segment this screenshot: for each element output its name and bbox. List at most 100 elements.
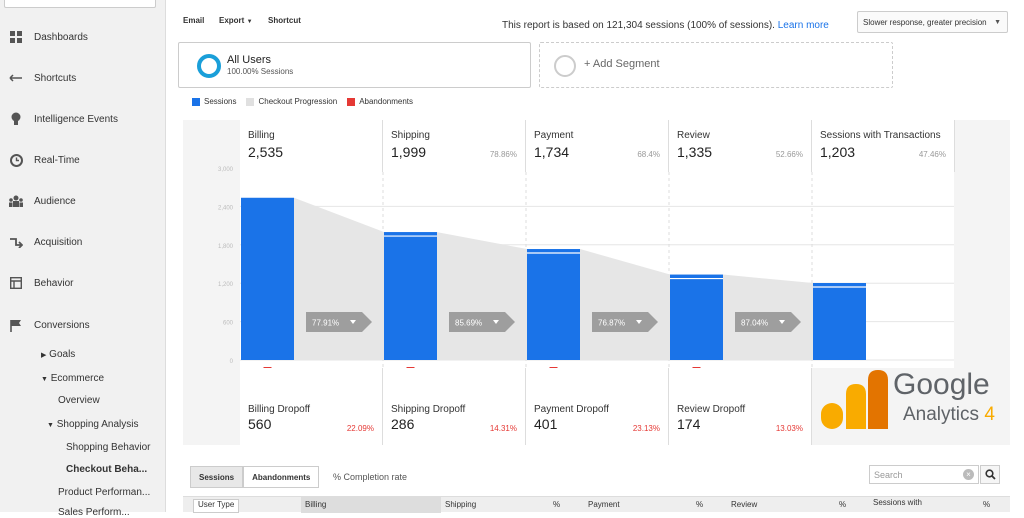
- column-header-billing[interactable]: Billing: [301, 497, 441, 513]
- export-button[interactable]: Export ▼: [219, 16, 253, 25]
- legend-item-abandonments: Abandonments: [347, 97, 413, 106]
- dropoff-percent: 23.13%: [632, 424, 660, 433]
- column-header-percent[interactable]: %: [983, 500, 991, 509]
- column-header-payment[interactable]: Payment: [588, 500, 620, 509]
- sidebar-item-shopping-behavior[interactable]: Shopping Behavior: [66, 442, 151, 453]
- email-button[interactable]: Email: [183, 16, 205, 25]
- legend-swatch: [192, 97, 200, 106]
- chevron-down-icon: ▼: [47, 422, 54, 429]
- sidebar-item-checkout-behavior[interactable]: Checkout Beha...: [66, 464, 148, 475]
- grid-icon: [8, 29, 24, 45]
- precision-value: Slower response, greater precision: [863, 17, 987, 27]
- funnel-stage-header[interactable]: Sessions with Transactions 1,203 47.46%: [812, 120, 955, 172]
- funnel-bar-sessions-with-transactions: [813, 283, 866, 360]
- search-placeholder: Search: [874, 469, 903, 480]
- logo-analytics-word: Analytics: [903, 404, 980, 425]
- segment-subtitle: 100.00% Sessions: [227, 67, 294, 76]
- sidebar-item-label: Behavior: [34, 277, 74, 289]
- progression-arrow: [449, 312, 515, 332]
- dropoff-cell[interactable]: Billing Dropoff 560 22.09%: [240, 368, 383, 445]
- stage-value: 1,335: [677, 144, 713, 160]
- table-header: User Type Billing Shipping % Payment % R…: [183, 496, 1010, 513]
- add-segment-button[interactable]: + Add Segment: [539, 42, 893, 88]
- sidebar-item-label: Goals: [49, 349, 76, 360]
- stage-name: Review: [677, 130, 710, 141]
- caret-down-icon: [636, 320, 642, 324]
- sidebar-item-shortcuts[interactable]: Shortcuts: [0, 67, 166, 89]
- stage-name: Sessions with Transactions: [820, 130, 941, 141]
- logo-google-text: Google: [893, 368, 990, 401]
- tab-sessions[interactable]: Sessions: [190, 466, 244, 488]
- segment-all-users[interactable]: All Users 100.00% Sessions: [178, 42, 531, 88]
- dropoff-name: Payment Dropoff: [534, 404, 609, 415]
- y-tick-label: 0: [230, 359, 234, 365]
- tab-abandonments[interactable]: Abandonments: [243, 466, 320, 488]
- stage-name: Payment: [534, 130, 574, 141]
- sidebar-item-label: Acquisition: [34, 236, 83, 248]
- clear-icon[interactable]: ×: [963, 469, 974, 480]
- people-icon: [8, 193, 24, 209]
- sidebar-item-label: Dashboards: [34, 31, 88, 43]
- column-header-percent[interactable]: %: [696, 500, 704, 509]
- column-header-percent[interactable]: %: [553, 500, 561, 509]
- sidebar-item-dashboards[interactable]: Dashboards: [0, 26, 166, 48]
- funnel-stage-header[interactable]: Shipping 1,999 78.86%: [383, 120, 526, 172]
- stage-percent: 78.86%: [489, 150, 517, 159]
- precision-dropdown[interactable]: Slower response, greater precision ▼: [857, 11, 1008, 33]
- column-header-review[interactable]: Review: [731, 500, 758, 509]
- column-header-shipping[interactable]: Shipping: [445, 500, 477, 509]
- search-button[interactable]: [980, 465, 1000, 484]
- dropoff-cell[interactable]: Shipping Dropoff 286 14.31%: [383, 368, 526, 445]
- sidebar-item-label: Conversions: [34, 319, 90, 331]
- sidebar-search-input[interactable]: [4, 0, 156, 8]
- stage-percent: 68.4%: [637, 150, 660, 159]
- learn-more-link[interactable]: Learn more: [777, 20, 829, 31]
- dropoff-cell[interactable]: Payment Dropoff 401 23.13%: [526, 368, 669, 445]
- legend-label: Abandonments: [359, 97, 414, 106]
- sidebar-item-sales-performance[interactable]: Sales Perform...: [58, 507, 130, 518]
- progression-rate-label: 85.69%: [455, 319, 482, 328]
- stage-value: 1,734: [534, 144, 570, 160]
- sidebar-item-intelligence-events[interactable]: Intelligence Events: [0, 108, 166, 130]
- sidebar-item-acquisition[interactable]: Acquisition: [0, 231, 166, 253]
- sidebar-item-goals[interactable]: ▶ Goals: [41, 349, 75, 360]
- legend-item-sessions: Sessions: [192, 97, 236, 106]
- y-tick-label: 1,800: [218, 244, 234, 250]
- stage-percent: 47.46%: [918, 150, 946, 159]
- shortcut-button[interactable]: Shortcut: [268, 16, 301, 25]
- stage-name: Shipping: [391, 130, 430, 141]
- sidebar-item-audience[interactable]: Audience: [0, 190, 166, 212]
- caret-down-icon: ▼: [994, 19, 1001, 26]
- user-type-dropdown[interactable]: User Type: [193, 499, 240, 513]
- funnel-stage-header[interactable]: Review 1,335 52.66%: [669, 120, 812, 172]
- completion-rate-toggle[interactable]: % Completion rate: [333, 472, 408, 482]
- metric-tabs: Sessions Abandonments: [190, 466, 320, 488]
- table-search-input[interactable]: Search ×: [869, 465, 979, 484]
- sidebar-item-behavior[interactable]: Behavior: [0, 272, 166, 294]
- column-header-sessions-with[interactable]: Sessions with: [873, 498, 922, 507]
- sidebar-item-label: Audience: [34, 195, 76, 207]
- column-header-percent[interactable]: %: [839, 500, 847, 509]
- dropoff-value: 401: [534, 416, 558, 432]
- dropoff-percent: 22.09%: [346, 424, 374, 433]
- funnel-bar-review: [670, 274, 723, 360]
- sidebar-item-overview[interactable]: Overview: [58, 395, 100, 406]
- sidebar-item-ecommerce[interactable]: ▼ Ecommerce: [41, 373, 104, 384]
- funnel-stage-header[interactable]: Billing 2,535: [240, 120, 383, 172]
- dropoff-row: [240, 368, 812, 445]
- lightbulb-icon: [8, 111, 24, 127]
- y-tick-label: 2,400: [218, 205, 234, 211]
- dropoff-name: Billing Dropoff: [248, 404, 311, 415]
- behavior-icon: [8, 275, 24, 291]
- sidebar-item-real-time[interactable]: Real-Time: [0, 149, 166, 171]
- stage-value: 2,535: [248, 144, 284, 160]
- funnel-stage-header[interactable]: Payment 1,734 68.4%: [526, 120, 669, 172]
- dropoff-cell[interactable]: Review Dropoff 174 13.03%: [669, 368, 812, 445]
- sidebar-item-product-performance[interactable]: Product Performan...: [58, 487, 151, 498]
- logo-analytics-text: Analytics 4: [903, 404, 995, 426]
- sidebar-item-label: Real-Time: [34, 154, 80, 166]
- dropoff-name: Review Dropoff: [677, 404, 746, 415]
- legend-label: Checkout Progression: [258, 97, 338, 106]
- sidebar-item-conversions[interactable]: Conversions: [0, 314, 166, 336]
- sidebar-item-shopping-analysis[interactable]: ▼ Shopping Analysis: [47, 419, 138, 430]
